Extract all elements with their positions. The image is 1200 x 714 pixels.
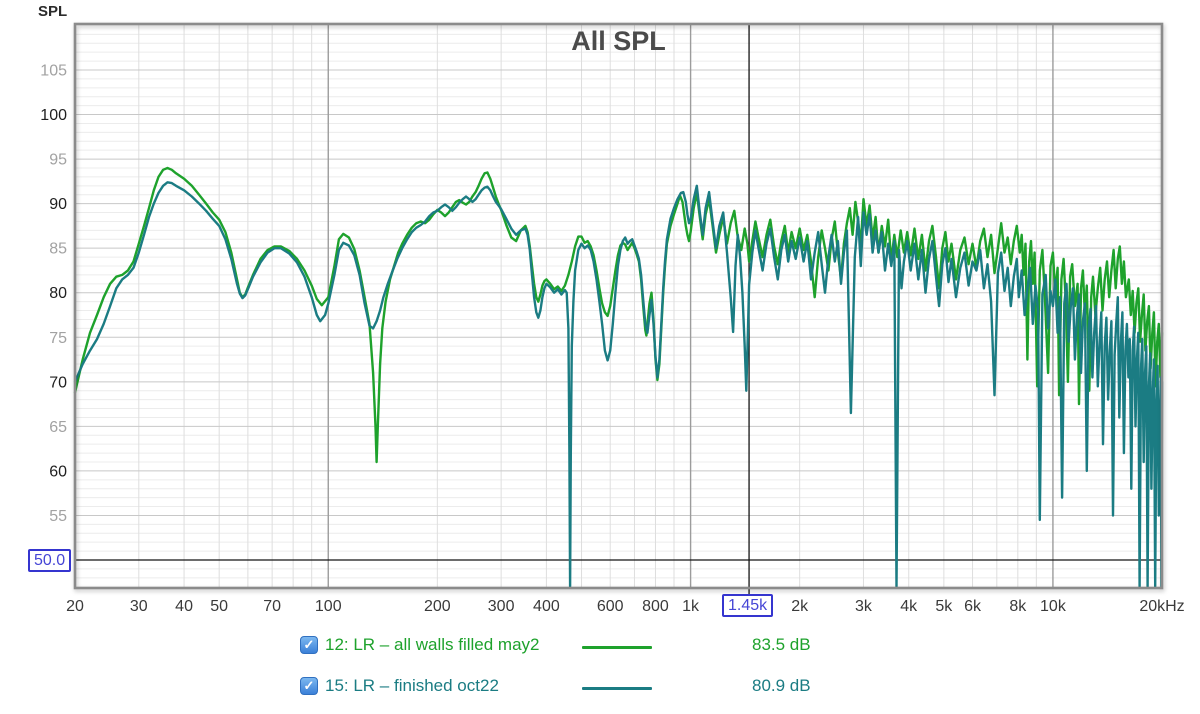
x-tick-label: 2k bbox=[791, 598, 809, 615]
x-tick-label: 800 bbox=[642, 598, 669, 615]
x-tick-label: 8k bbox=[1009, 598, 1027, 615]
legend-label[interactable]: 15: LR – finished oct22 bbox=[325, 676, 499, 695]
legend-checkbox[interactable]: ✓ bbox=[300, 636, 318, 654]
legend-label[interactable]: 12: LR – all walls filled may2 bbox=[325, 635, 540, 654]
x-tick-label: 400 bbox=[533, 598, 560, 615]
x-tick-label: 300 bbox=[488, 598, 515, 615]
y-tick-label: 100 bbox=[40, 107, 67, 124]
legend-cursor-value: 80.9 dB bbox=[752, 676, 811, 695]
y-tick-label: 55 bbox=[49, 508, 67, 525]
y-tick-label: 60 bbox=[49, 463, 67, 480]
x-tick-label: 3k bbox=[855, 598, 873, 615]
x-tick-label: 30 bbox=[130, 598, 148, 615]
x-tick-label: 1k bbox=[682, 598, 700, 615]
legend-row: ✓ 12: LR – all walls filled may2 83.5 dB bbox=[300, 634, 900, 658]
legend-checkbox[interactable]: ✓ bbox=[300, 677, 318, 695]
y-tick-label: 75 bbox=[49, 330, 67, 347]
y-tick-label: 90 bbox=[49, 196, 67, 213]
legend-cursor-value: 83.5 dB bbox=[752, 635, 811, 654]
plot-border bbox=[73, 22, 1164, 590]
spl-chart-plot-area[interactable]: 105 100 95 90 85 80 75 70 65 60 55 20 30 40 50 70 100 200… bbox=[0, 0, 1200, 632]
x-tick-label: 50 bbox=[210, 598, 228, 615]
x-tick-label: 4k bbox=[900, 598, 918, 615]
x-tick-label: 70 bbox=[263, 598, 281, 615]
y-tick-label: 85 bbox=[49, 241, 67, 258]
x-tick-label: 5k bbox=[935, 598, 953, 615]
y-axis-title: SPL bbox=[38, 3, 68, 20]
y-tick-label: 70 bbox=[49, 374, 67, 391]
legend-row: ✓ 15: LR – finished oct22 80.9 dB bbox=[300, 675, 900, 699]
y-tick-label: 105 bbox=[40, 63, 67, 80]
x-tick-label: 40 bbox=[175, 598, 193, 615]
x-tick-label: 20kHz bbox=[1139, 598, 1184, 615]
x-tick-label: 10k bbox=[1040, 598, 1067, 615]
x-tick-label: 6k bbox=[964, 598, 982, 615]
y-tick-label: 95 bbox=[49, 152, 67, 169]
y-cursor-readout: 50.0 bbox=[28, 549, 72, 572]
trace-teal bbox=[73, 181, 1164, 588]
legend-line-sample bbox=[582, 687, 652, 690]
x-cursor-readout: 1.45k bbox=[722, 594, 774, 617]
y-tick-label: 65 bbox=[49, 419, 67, 436]
x-tick-label: 200 bbox=[424, 598, 451, 615]
x-tick-label: 600 bbox=[597, 598, 624, 615]
x-tick-label: 100 bbox=[315, 598, 342, 615]
y-tick-label: 80 bbox=[49, 285, 67, 302]
x-tick-label: 20 bbox=[66, 598, 84, 615]
legend-line-sample bbox=[582, 646, 652, 649]
